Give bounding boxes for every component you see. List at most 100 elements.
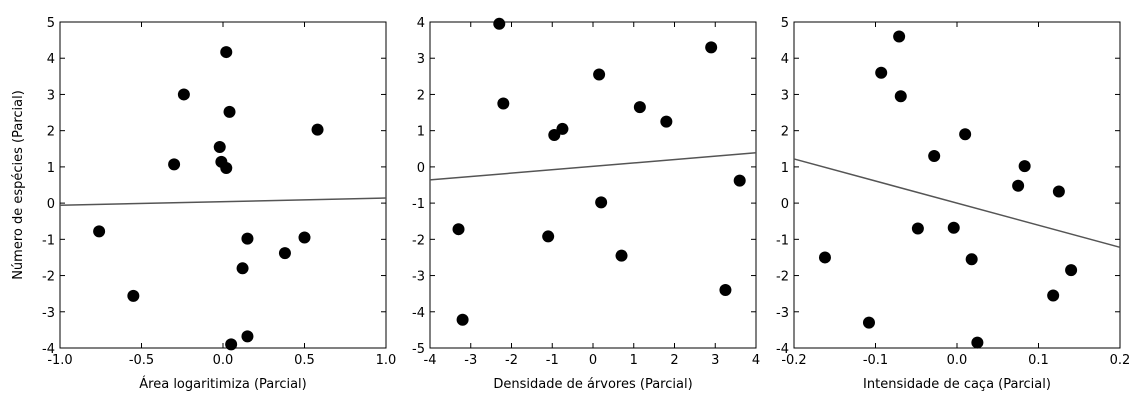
y-tick-label: 2 — [417, 88, 425, 103]
y-tick-label: 1 — [47, 161, 55, 176]
data-point — [894, 90, 907, 103]
y-tick-label: 1 — [781, 161, 789, 176]
trend-line — [793, 158, 1121, 249]
x-axis-label: Intensidade de caça (Parcial) — [863, 377, 1051, 392]
data-point — [615, 249, 628, 262]
y-tick-label: 0 — [417, 161, 425, 176]
data-point — [127, 289, 140, 302]
y-tick-label: 4 — [47, 52, 55, 67]
x-tick-label: 0.5 — [294, 353, 315, 368]
data-point — [1052, 185, 1065, 198]
y-tick-label: -3 — [42, 306, 55, 321]
data-point — [223, 105, 236, 118]
y-tick-label: 3 — [47, 88, 55, 103]
data-point — [241, 330, 254, 343]
x-axis-label: Densidade de árvores (Parcial) — [493, 377, 692, 392]
y-tick-label: -4 — [776, 342, 789, 357]
y-tick-label: 5 — [47, 16, 55, 31]
x-tick-label: 1.0 — [376, 353, 397, 368]
y-tick-label: 0 — [47, 197, 55, 212]
x-tick-label: -3 — [464, 353, 477, 368]
x-tick-label: 0.0 — [947, 353, 968, 368]
data-point — [311, 123, 324, 136]
data-point — [660, 115, 673, 128]
x-tick-label: 0.0 — [213, 353, 234, 368]
data-point — [298, 231, 311, 244]
y-tick-label: -2 — [42, 270, 55, 285]
data-point — [595, 196, 608, 209]
x-tick-label: -4 — [424, 353, 437, 368]
panel-density: Densidade de árvores (Parcial) -4 -3 -2 -1 0… — [412, 16, 760, 392]
y-tick-label: 4 — [417, 16, 425, 31]
data-point — [220, 161, 233, 174]
data-point — [548, 129, 561, 142]
data-point — [278, 247, 291, 260]
data-point — [1047, 289, 1060, 302]
data-point — [1018, 160, 1031, 173]
y-tick-label: -1 — [42, 233, 55, 248]
data-point — [959, 128, 972, 141]
plot-frame — [793, 21, 1121, 349]
y-tick-label: 2 — [47, 125, 55, 140]
data-point — [493, 17, 506, 30]
data-point — [818, 251, 831, 264]
y-tick-label: 0 — [781, 197, 789, 212]
data-point — [456, 313, 469, 326]
data-point — [719, 284, 732, 297]
x-tick-label: 3 — [711, 353, 719, 368]
y-axis-label: Número de espécies (Parcial) — [11, 90, 26, 280]
data-point — [893, 30, 906, 43]
y-tick-label: -3 — [412, 270, 425, 285]
trend-line — [59, 197, 387, 207]
data-point — [633, 101, 646, 114]
x-tick-label: -0.5 — [129, 353, 154, 368]
data-point — [965, 253, 978, 266]
y-tick-label: -3 — [776, 306, 789, 321]
y-tick-label: -2 — [776, 270, 789, 285]
x-tick-label: 2 — [670, 353, 678, 368]
x-axis-label: Área logaritimiza (Parcial) — [139, 376, 306, 392]
y-tick-label: 5 — [781, 16, 789, 31]
data-point — [875, 66, 888, 79]
data-point — [220, 46, 233, 59]
x-tick-label: -0.2 — [781, 353, 806, 368]
data-point — [452, 223, 465, 236]
panel-area: Área logaritimiza (Parcial) Número de es… — [11, 16, 396, 392]
x-tick-label: 1 — [630, 353, 638, 368]
y-tick-label: 3 — [781, 88, 789, 103]
data-point — [236, 262, 249, 275]
data-point — [1012, 179, 1025, 192]
y-tick-label: 2 — [781, 125, 789, 140]
data-point — [862, 316, 875, 329]
plot-frame — [59, 21, 387, 349]
x-tick-label: 0.2 — [1110, 353, 1131, 368]
x-tick-label: -1.0 — [47, 353, 72, 368]
data-point — [213, 140, 226, 153]
data-point — [911, 222, 924, 235]
x-tick-label: 0.1 — [1028, 353, 1049, 368]
y-tick-label: 4 — [781, 52, 789, 67]
x-tick-label: -2 — [505, 353, 518, 368]
data-point — [542, 230, 555, 243]
plot-frame — [429, 21, 757, 349]
data-point — [947, 221, 960, 234]
x-tick-label: -1 — [546, 353, 559, 368]
x-tick-label: 0 — [589, 353, 597, 368]
data-point — [928, 150, 941, 163]
data-point — [705, 41, 718, 54]
data-point — [497, 97, 510, 110]
y-tick-label: -4 — [42, 342, 55, 357]
y-tick-label: -2 — [412, 233, 425, 248]
x-tick-label: 4 — [752, 353, 760, 368]
data-point — [177, 88, 190, 101]
y-tick-label: 3 — [417, 52, 425, 67]
data-point — [733, 174, 746, 187]
data-point — [225, 338, 238, 351]
data-point — [93, 225, 106, 238]
y-tick-label: -1 — [776, 233, 789, 248]
data-point — [168, 158, 181, 171]
y-tick-label: -4 — [412, 306, 425, 321]
data-point — [1065, 264, 1078, 277]
data-point — [593, 68, 606, 81]
